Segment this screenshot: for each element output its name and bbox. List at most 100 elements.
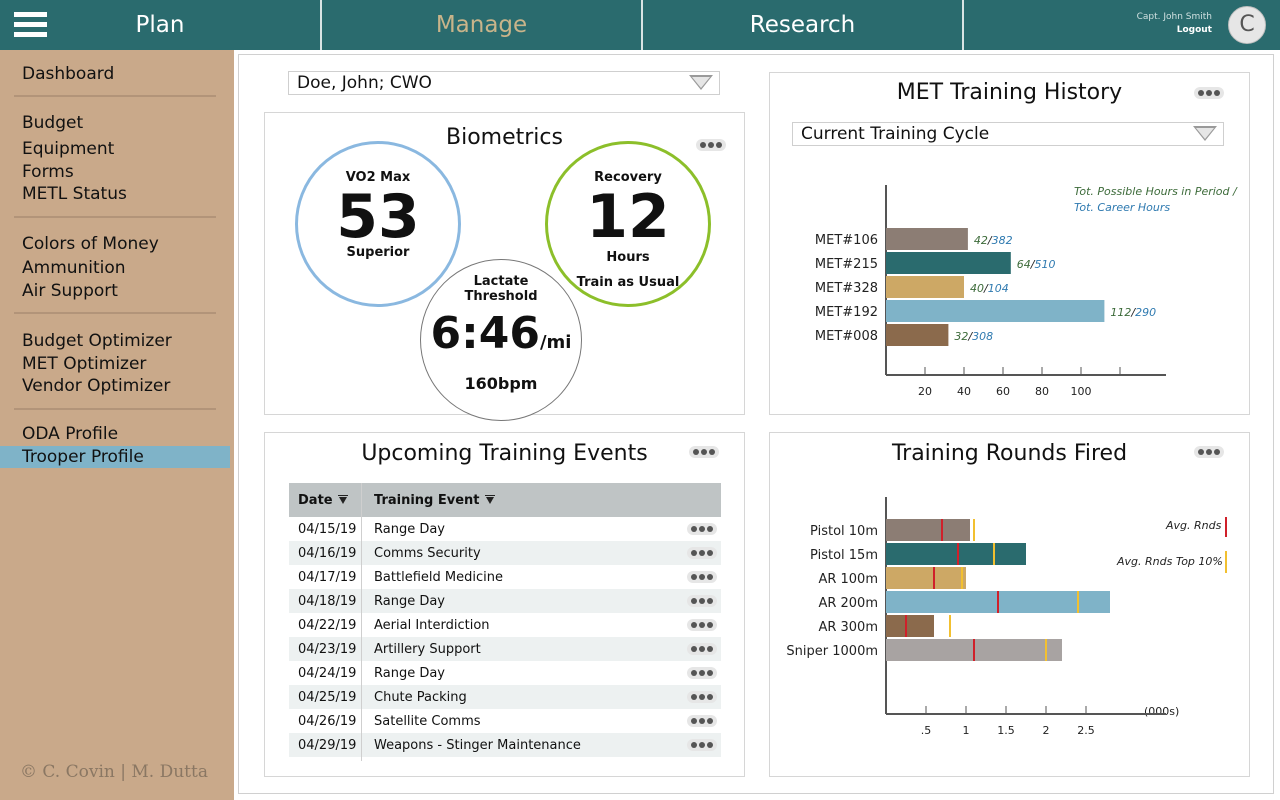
table-row[interactable]: 04/15/19 Range Day: [289, 517, 721, 541]
sidebar-item-air-support[interactable]: Air Support: [22, 281, 118, 301]
category-label: MET#008: [815, 329, 878, 344]
sidebar-item-forms[interactable]: Forms: [22, 162, 74, 182]
more-options-icon[interactable]: [687, 643, 717, 655]
tab-research[interactable]: Research: [641, 0, 962, 50]
event-name: Aerial Interdiction: [374, 618, 490, 633]
x-tick-label: .5: [921, 724, 932, 737]
sidebar-item-colors-of-money[interactable]: Colors of Money: [22, 234, 159, 254]
col-date-header[interactable]: Date: [298, 493, 348, 508]
filter-icon[interactable]: [337, 495, 348, 504]
rounds-fired-chart: .5 1 1.5 2 2.5 Pistol 10m Pistol 15m AR 100m AR …: [786, 497, 1166, 737]
sidebar-active-highlight: [0, 446, 230, 468]
sidebar-item-met-optimizer[interactable]: MET Optimizer: [22, 354, 147, 374]
sidebar-item-trooper-profile[interactable]: Trooper Profile: [22, 447, 144, 467]
sidebar-item-vendor-optimizer[interactable]: Vendor Optimizer: [22, 376, 171, 396]
trooper-select-value: Doe, John; CWO: [297, 73, 432, 93]
sidebar-item-ammunition[interactable]: Ammunition: [22, 258, 126, 278]
events-table-header: Date Training Event: [289, 483, 721, 517]
lactate-pace-unit: /mi: [539, 332, 572, 353]
category-label: MET#192: [815, 305, 878, 320]
category-label: Pistol 15m: [810, 548, 878, 563]
sidebar-item-dashboard[interactable]: Dashboard: [22, 64, 115, 84]
event-date: 04/18/19: [298, 594, 357, 609]
more-options-icon[interactable]: [696, 139, 726, 151]
col-event-header[interactable]: Training Event: [374, 493, 495, 508]
table-row[interactable]: 04/18/19 Range Day: [289, 589, 721, 613]
more-options-icon[interactable]: [687, 571, 717, 583]
more-options-icon[interactable]: [687, 715, 717, 727]
tab-plan-label: Plan: [135, 12, 185, 38]
data-label: 42/382: [974, 234, 1013, 247]
event-date: 04/17/19: [298, 570, 357, 585]
rounds-title: Training Rounds Fired: [891, 441, 1128, 466]
category-label: MET#106: [815, 233, 878, 248]
category-label: AR 200m: [818, 596, 878, 611]
data-label: 112/290: [1110, 306, 1156, 319]
events-table-body: 04/15/19 Range Day 04/16/19 Comms Security 0…: [289, 517, 721, 757]
more-options-icon[interactable]: [1194, 87, 1224, 99]
sidebar-item-budget[interactable]: Budget: [22, 113, 84, 133]
more-options-icon[interactable]: [689, 446, 719, 458]
more-options-icon[interactable]: [1194, 446, 1224, 458]
rounds-panel: Training Rounds Fired Avg. Rnds Avg. Rnd…: [769, 432, 1250, 777]
category-label: AR 300m: [818, 620, 878, 635]
sidebar-item-budget-optimizer[interactable]: Budget Optimizer: [22, 331, 172, 351]
lactate-bpm: 160bpm: [464, 374, 538, 393]
main-content: Doe, John; CWO Biometrics VO2 Max 53 Sup…: [238, 54, 1274, 794]
more-options-icon[interactable]: [687, 619, 717, 631]
lactate-pace-value: 6:46: [430, 308, 540, 359]
sidebar-divider: [14, 216, 216, 218]
table-row[interactable]: 04/16/19 Comms Security: [289, 541, 721, 565]
event-date: 04/22/19: [298, 618, 357, 633]
tab-plan[interactable]: Plan: [0, 0, 320, 50]
bar: [886, 543, 1026, 565]
event-date: 04/15/19: [298, 522, 357, 537]
data-label: 40/104: [970, 282, 1009, 295]
more-options-icon[interactable]: [687, 595, 717, 607]
table-row[interactable]: 04/22/19 Aerial Interdiction: [289, 613, 721, 637]
recovery-unit: Hours: [606, 250, 650, 265]
x-tick-label: 60: [996, 385, 1010, 398]
table-row[interactable]: 04/25/19 Chute Packing: [289, 685, 721, 709]
category-label: Pistol 10m: [810, 524, 878, 539]
filter-icon[interactable]: [484, 495, 495, 504]
table-row[interactable]: 04/29/19 Weapons - Stinger Maintenance: [289, 733, 721, 757]
more-options-icon[interactable]: [687, 691, 717, 703]
data-label: 32/308: [954, 330, 993, 343]
event-date: 04/16/19: [298, 546, 357, 561]
table-row[interactable]: 04/17/19 Battlefield Medicine: [289, 565, 721, 589]
met-legend-career: Tot. Career Hours: [1074, 201, 1171, 214]
sidebar-divider: [14, 95, 216, 97]
vo2-max-ring: VO2 Max 53 Superior: [295, 141, 461, 307]
training-cycle-select[interactable]: Current Training Cycle: [792, 122, 1224, 146]
more-options-icon[interactable]: [687, 547, 717, 559]
met-history-chart: 20 40 60 80 100 MET#106 42/382 MET#215 64/510 MET…: [815, 185, 1166, 398]
event-name: Comms Security: [374, 546, 481, 561]
table-row[interactable]: 04/26/19 Satellite Comms: [289, 709, 721, 733]
event-name: Range Day: [374, 522, 446, 537]
logout-link[interactable]: Logout: [1176, 25, 1212, 35]
bar: [886, 276, 964, 298]
sidebar-item-metl-status[interactable]: METL Status: [22, 184, 127, 204]
trooper-select[interactable]: Doe, John; CWO: [288, 71, 720, 95]
sidebar-divider: [14, 312, 216, 314]
sidebar-divider: [14, 408, 216, 410]
legend-avg-top10: Avg. Rnds Top 10%: [1117, 555, 1223, 568]
sidebar-item-equipment[interactable]: Equipment: [22, 139, 115, 159]
bar: [886, 615, 934, 637]
x-tick-label: 40: [957, 385, 971, 398]
events-panel: Upcoming Training Events Date Training E…: [264, 432, 745, 777]
tab-research-label: Research: [749, 12, 856, 38]
tab-manage[interactable]: Manage: [320, 0, 641, 50]
sidebar-item-oda-profile[interactable]: ODA Profile: [22, 424, 119, 444]
chevron-down-icon: [689, 75, 713, 90]
avatar[interactable]: C: [1228, 6, 1266, 44]
more-options-icon[interactable]: [687, 667, 717, 679]
lactate-pace: 6:46/mi: [421, 308, 581, 359]
event-name: Satellite Comms: [374, 714, 481, 729]
more-options-icon[interactable]: [687, 523, 717, 535]
table-row[interactable]: 04/24/19 Range Day: [289, 661, 721, 685]
table-row[interactable]: 04/23/19 Artillery Support: [289, 637, 721, 661]
hamburger-menu-icon[interactable]: [14, 12, 47, 38]
more-options-icon[interactable]: [687, 739, 717, 751]
